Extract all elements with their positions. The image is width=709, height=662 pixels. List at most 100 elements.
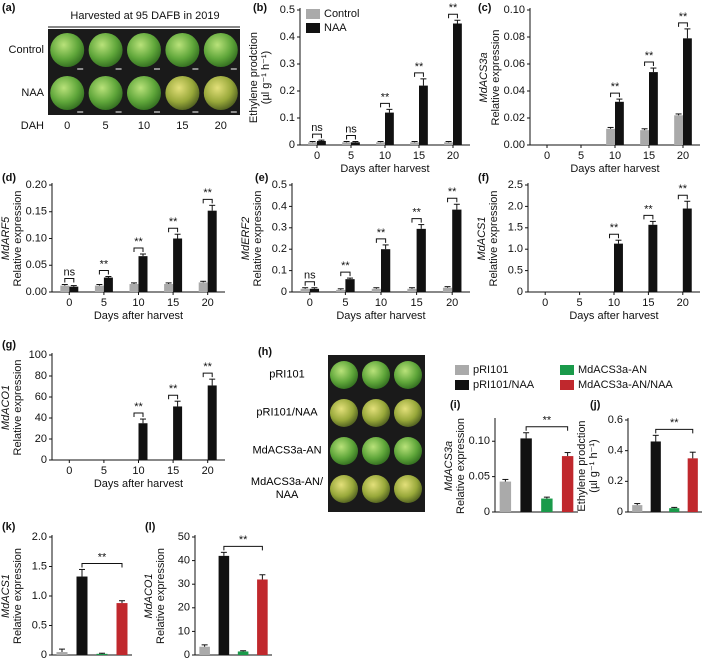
- y-tick-label: 50: [178, 531, 190, 543]
- x-tick-label: 15: [413, 150, 425, 162]
- x-tick-label: 0: [307, 297, 313, 309]
- column-label: 0: [64, 120, 70, 132]
- y-tick-label: 0.5: [32, 619, 47, 631]
- significance-bracket: [411, 218, 422, 223]
- y-tick-label: 80: [35, 370, 47, 382]
- significance-bracket: [64, 278, 75, 283]
- row-label: pRI101/NAA: [256, 406, 318, 419]
- legend-label: pRI101/NAA: [473, 379, 535, 391]
- significance-label: **: [203, 361, 212, 373]
- y-tick-label: 0.1: [280, 112, 295, 124]
- y-tick-label: 0: [517, 286, 523, 298]
- bar: [116, 603, 128, 655]
- y-tick-label: 0: [484, 506, 490, 518]
- bar: [650, 441, 661, 512]
- significance-label: **: [543, 415, 552, 427]
- bar: [237, 651, 249, 655]
- bar: [452, 209, 462, 292]
- y-tick-label: 0.08: [504, 31, 525, 43]
- legend-label: Control: [324, 8, 359, 20]
- fruit-photo: [362, 475, 390, 503]
- fruit-photo: [394, 361, 422, 389]
- y-tick-label: 1.5: [32, 560, 47, 572]
- panel-label: (b): [253, 2, 267, 14]
- x-tick-label: 20: [677, 297, 689, 309]
- fruit-photo: [127, 33, 161, 67]
- bar: [541, 498, 553, 512]
- y-tick-label: 0.04: [504, 85, 525, 97]
- bar: [207, 385, 217, 460]
- significance-label: **: [644, 203, 653, 215]
- x-tick-label: 5: [101, 297, 107, 309]
- bar: [444, 142, 453, 145]
- fruit-photo: [50, 33, 85, 67]
- significance-bracket: [655, 428, 694, 434]
- fruit-photo: [203, 33, 238, 67]
- significance-label: **: [412, 206, 421, 218]
- significance-bracket: [304, 281, 315, 286]
- significance-bracket: [375, 238, 387, 243]
- x-tick-label: 15: [643, 150, 655, 162]
- bar: [632, 505, 643, 512]
- x-tick-label: 15: [410, 297, 422, 309]
- x-tick-label: 20: [447, 150, 459, 162]
- y-axis-label: Relative expression: [155, 548, 167, 644]
- bar: [351, 142, 360, 145]
- fruit-photo: [394, 399, 422, 427]
- significance-label: ns: [311, 122, 323, 134]
- significance-bracket: [133, 247, 144, 253]
- bar: [682, 208, 692, 292]
- bar: [308, 142, 317, 145]
- y-axis-label: Relative expression: [12, 191, 24, 287]
- panel-label: (e): [255, 172, 269, 184]
- bar: [615, 101, 624, 145]
- x-tick-label: 15: [167, 465, 179, 477]
- y-tick-label: 10: [178, 625, 190, 637]
- y-tick-label: 0.3: [280, 58, 295, 70]
- y-tick-label: 0.2: [280, 85, 295, 97]
- panel-label: (j): [590, 399, 601, 411]
- y-tick-label: 0.4: [280, 31, 295, 43]
- y-axis-label: MdACS1: [0, 574, 12, 618]
- legend-label: MdACS3a-AN: [578, 364, 647, 376]
- fruit-photo: [50, 76, 85, 110]
- x-tick-label: 15: [167, 297, 179, 309]
- bar: [648, 224, 658, 292]
- legend-label: pRI101: [473, 364, 508, 376]
- y-tick-label: 0.2: [272, 243, 287, 255]
- fruit-photo: [165, 33, 200, 67]
- row-label: MdACS3a-AN/ NAA: [250, 476, 324, 501]
- y-tick-label: 0: [184, 649, 190, 661]
- y-axis-label: (µl g⁻¹ h⁻¹): [260, 51, 272, 104]
- y-axis-label: MdERF2: [240, 217, 252, 260]
- significance-label: **: [100, 258, 109, 270]
- bar: [376, 142, 385, 145]
- panel-label: (l): [145, 521, 156, 533]
- bar: [442, 287, 453, 292]
- x-tick-label: 5: [101, 465, 107, 477]
- fruit-photo: [330, 361, 358, 389]
- significance-label: **: [98, 551, 107, 563]
- significance-bracket: [610, 92, 620, 98]
- significance-bracket: [98, 269, 109, 275]
- y-tick-label: 0.3: [272, 222, 287, 234]
- legend-swatch: [455, 365, 469, 375]
- axis-label: DAH: [21, 120, 44, 132]
- fruit-photo: [362, 399, 390, 427]
- fruit-photo: [203, 76, 238, 110]
- bar: [300, 288, 310, 292]
- y-axis-label: Relative expression: [455, 418, 467, 514]
- significance-bracket: [340, 271, 351, 277]
- fruit-photo: [165, 76, 200, 110]
- y-tick-label: 0.4: [608, 445, 623, 457]
- y-axis-label: MdARF5: [0, 216, 12, 260]
- x-tick-label: 0: [544, 150, 550, 162]
- significance-bracket: [677, 194, 688, 200]
- panel-label: (a): [2, 2, 16, 14]
- x-tick-label: 15: [642, 297, 654, 309]
- significance-label: **: [670, 417, 679, 429]
- y-tick-label: 2.0: [508, 200, 523, 212]
- x-axis-label: Days after harvest: [570, 163, 659, 175]
- x-tick-label: 0: [314, 150, 320, 162]
- significance-bracket: [380, 102, 390, 108]
